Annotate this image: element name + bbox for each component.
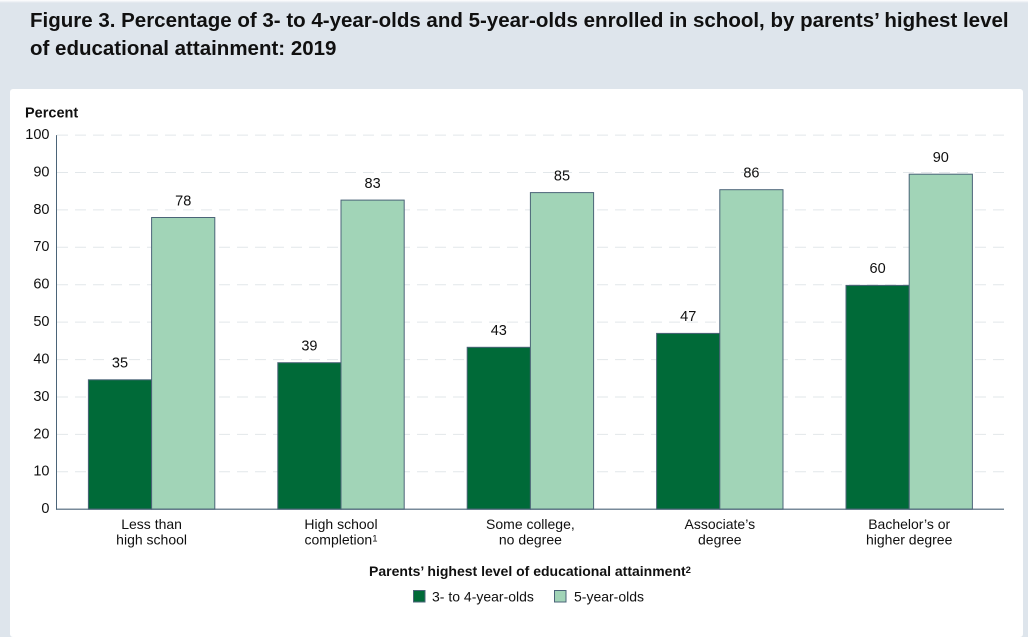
svg-text:High school: High school (304, 516, 377, 532)
svg-text:90: 90 (33, 164, 49, 180)
svg-text:78: 78 (175, 193, 191, 209)
svg-text:40: 40 (33, 352, 49, 368)
svg-text:Parents’ highest level of educ: Parents’ highest level of educational at… (369, 563, 691, 579)
svg-text:no degree: no degree (499, 532, 562, 548)
svg-text:86: 86 (743, 166, 759, 182)
svg-text:30: 30 (33, 389, 49, 405)
svg-text:70: 70 (33, 239, 49, 255)
svg-text:Some college,: Some college, (486, 516, 575, 532)
svg-text:3- to 4-year-olds: 3- to 4-year-olds (432, 589, 534, 605)
svg-text:Associate’s: Associate’s (685, 516, 756, 532)
svg-text:47: 47 (680, 309, 696, 325)
svg-text:Percent: Percent (25, 106, 78, 122)
svg-text:high school: high school (116, 532, 187, 548)
svg-text:Less than: Less than (121, 516, 182, 532)
svg-text:degree: degree (698, 532, 742, 548)
svg-text:completion1: completion1 (305, 532, 378, 548)
svg-text:60: 60 (33, 277, 49, 293)
svg-text:80: 80 (33, 202, 49, 218)
svg-text:10: 10 (33, 464, 49, 480)
svg-text:35: 35 (112, 356, 128, 372)
svg-text:5-year-olds: 5-year-olds (574, 589, 644, 605)
svg-text:50: 50 (33, 314, 49, 330)
svg-text:higher degree: higher degree (866, 532, 953, 548)
svg-text:20: 20 (33, 426, 49, 442)
svg-text:85: 85 (554, 168, 570, 184)
svg-text:90: 90 (933, 150, 949, 166)
svg-text:60: 60 (870, 261, 886, 277)
svg-text:43: 43 (491, 323, 507, 339)
svg-text:Bachelor’s or: Bachelor’s or (868, 516, 950, 532)
svg-text:39: 39 (301, 339, 317, 355)
svg-text:100: 100 (25, 127, 49, 143)
svg-text:83: 83 (365, 176, 381, 192)
svg-text:0: 0 (41, 501, 49, 517)
